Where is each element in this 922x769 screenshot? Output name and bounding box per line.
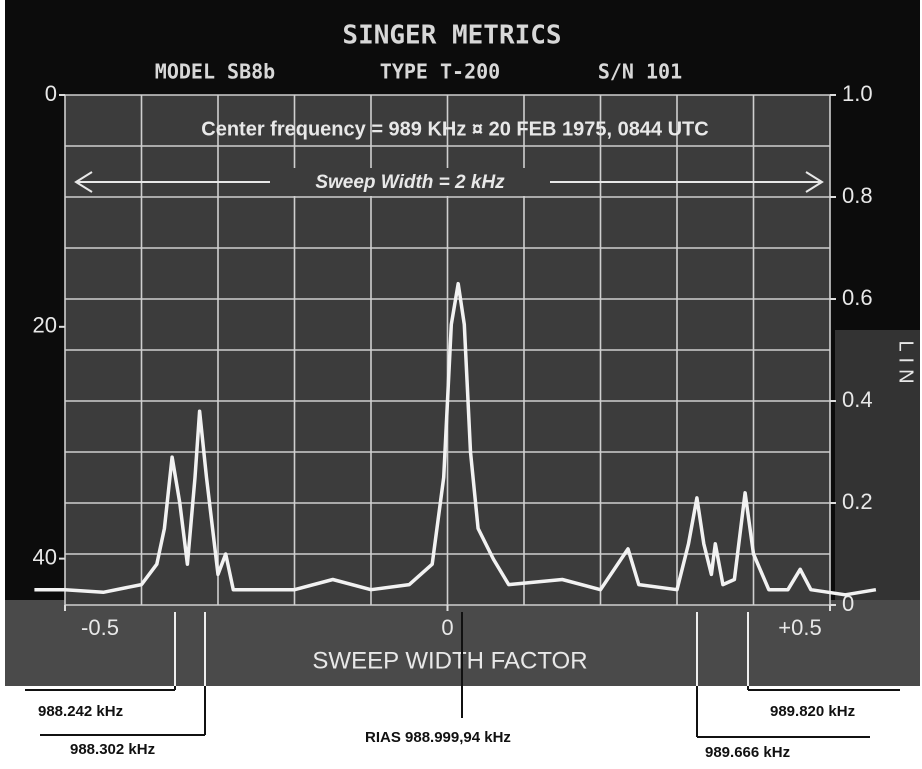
- x-axis-label: SWEEP WIDTH FACTOR: [312, 647, 587, 674]
- y-axis-label: LIN: [895, 340, 917, 389]
- x-tick-label: 0: [441, 615, 453, 640]
- y-tick-label: 0.2: [842, 489, 873, 514]
- y2-tick-label: 0: [45, 81, 57, 106]
- header-item: S/N 101: [598, 60, 682, 84]
- subtitle: Center frequency = 989 KHz ¤ 20 FEB 1975…: [201, 118, 708, 140]
- y-tick-label: 0.8: [842, 183, 873, 208]
- x-tick-label: -0.5: [81, 615, 119, 640]
- y2-tick-label: 40: [33, 544, 57, 569]
- sweep-label: Sweep Width = 2 kHz: [315, 172, 505, 193]
- chart-title: SINGER METRICS: [342, 21, 561, 51]
- x-tick-label: +0.5: [778, 615, 821, 640]
- y-tick-label: 0.6: [842, 285, 873, 310]
- annotation: 988.302 kHz: [70, 741, 155, 758]
- chart: SINGER METRICS MODEL SB8b TYPE T-200 S/N…: [0, 0, 922, 769]
- annotation: 988.242 kHz: [38, 703, 123, 720]
- y-tick-label: 1.0: [842, 81, 873, 106]
- annotation: 989.666 kHz: [705, 744, 790, 761]
- annotation: 989.820 kHz: [770, 703, 855, 720]
- y2-tick-label: 20: [33, 313, 57, 338]
- header-item: TYPE T-200: [380, 60, 500, 84]
- annotation: RIAS 988.999,94 kHz: [365, 729, 511, 746]
- y-tick-label: 0.4: [842, 387, 873, 412]
- header-item: MODEL SB8b: [155, 60, 275, 84]
